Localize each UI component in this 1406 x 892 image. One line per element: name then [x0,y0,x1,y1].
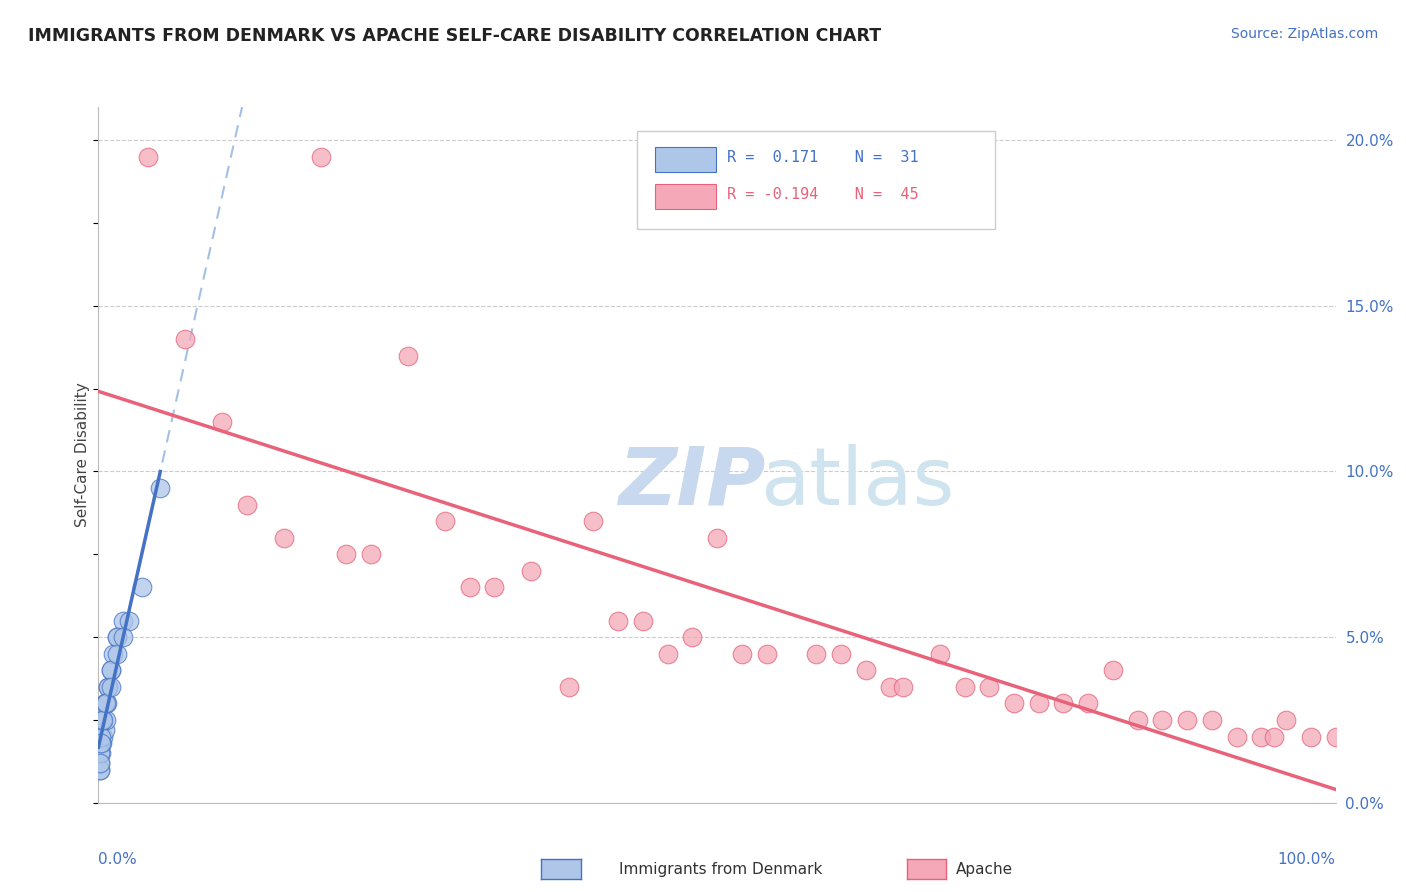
Point [1275,713,1298,727]
Point [149,481,172,495]
Point [89,763,111,777]
Point [136,150,159,164]
Point [891,680,914,694]
Point [90,736,112,750]
Text: ZIP: ZIP [619,443,765,522]
Point [89,756,111,770]
Point [755,647,778,661]
Y-axis label: Self-Care Disability: Self-Care Disability [75,383,90,527]
Point [91,713,114,727]
Point [631,614,654,628]
Point [1324,730,1347,744]
Point [93,697,115,711]
Point [1102,663,1125,677]
Point [89,746,111,760]
FancyBboxPatch shape [637,131,995,229]
Point [118,614,141,628]
Point [433,514,456,528]
FancyBboxPatch shape [655,147,716,172]
Point [112,630,135,644]
Point [1175,713,1198,727]
Point [100,663,122,677]
Point [1299,730,1322,744]
Text: 0.0%: 0.0% [98,853,138,868]
Text: Apache: Apache [956,863,1014,877]
Point [97,680,120,694]
Text: R =  0.171    N =  31: R = 0.171 N = 31 [727,150,918,165]
Point [90,730,112,744]
Text: 100.0%: 100.0% [1278,853,1336,868]
Point [1226,730,1249,744]
Point [830,647,852,661]
Point [89,763,111,777]
Point [360,547,382,561]
Point [607,614,630,628]
Point [706,531,728,545]
Point [731,647,754,661]
Point [97,680,120,694]
Point [93,713,115,727]
Text: R = -0.194    N =  45: R = -0.194 N = 45 [727,186,918,202]
Point [1077,697,1099,711]
Point [105,630,128,644]
Text: atlas: atlas [761,443,955,522]
Point [131,581,153,595]
Point [174,332,197,346]
Point [1152,713,1174,727]
Point [93,730,115,744]
Point [804,647,827,661]
Point [1201,713,1223,727]
Point [979,680,1001,694]
Point [93,723,115,737]
Point [879,680,901,694]
Text: IMMIGRANTS FROM DENMARK VS APACHE SELF-CARE DISABILITY CORRELATION CHART: IMMIGRANTS FROM DENMARK VS APACHE SELF-C… [28,27,882,45]
Point [89,756,111,770]
Point [103,647,125,661]
Point [236,498,259,512]
Point [100,663,122,677]
Point [309,150,332,164]
Text: Source: ZipAtlas.com: Source: ZipAtlas.com [1230,27,1378,41]
Point [458,581,481,595]
Point [96,697,118,711]
Point [1002,697,1025,711]
FancyBboxPatch shape [655,185,716,210]
Point [855,663,877,677]
Point [94,713,117,727]
Point [273,531,295,545]
Point [657,647,679,661]
Point [1263,730,1285,744]
Point [557,680,579,694]
Text: Immigrants from Denmark: Immigrants from Denmark [619,863,823,877]
Point [928,647,950,661]
Point [105,630,128,644]
Point [335,547,357,561]
Point [1028,697,1050,711]
Point [520,564,543,578]
Point [211,415,233,429]
Point [681,630,703,644]
Point [1250,730,1272,744]
Point [582,514,605,528]
Point [100,680,122,694]
Point [1052,697,1074,711]
Point [953,680,976,694]
Point [91,736,114,750]
Point [484,581,506,595]
Point [1126,713,1149,727]
Point [396,349,419,363]
Point [94,697,117,711]
Point [112,614,135,628]
Point [90,746,112,760]
Point [105,647,128,661]
